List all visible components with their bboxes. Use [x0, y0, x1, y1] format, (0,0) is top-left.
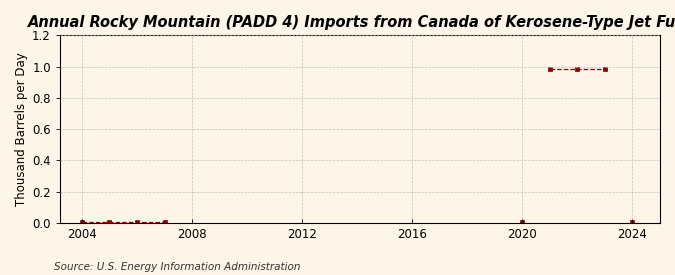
Text: Source: U.S. Energy Information Administration: Source: U.S. Energy Information Administ… — [54, 262, 300, 272]
Y-axis label: Thousand Barrels per Day: Thousand Barrels per Day — [15, 52, 28, 206]
Title: Annual Rocky Mountain (PADD 4) Imports from Canada of Kerosene-Type Jet Fuel: Annual Rocky Mountain (PADD 4) Imports f… — [28, 15, 675, 30]
